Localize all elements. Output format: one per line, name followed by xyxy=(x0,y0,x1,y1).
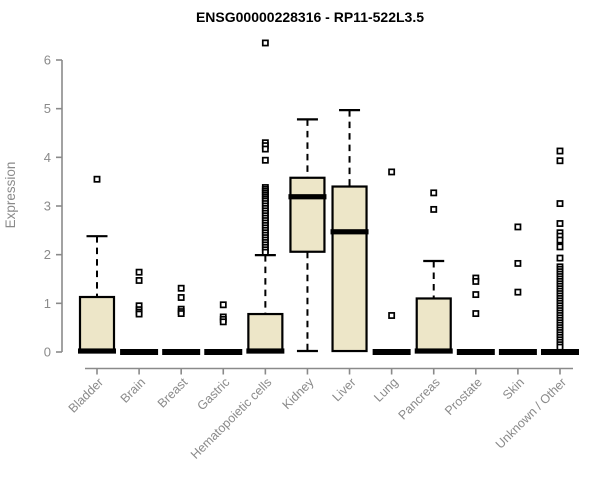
outlier-point xyxy=(556,157,564,165)
category-label: Breast xyxy=(155,375,191,411)
chart-title: ENSG00000228316 - RP11-522L3.5 xyxy=(196,9,424,25)
flat-box-median xyxy=(120,349,159,355)
outlier-point xyxy=(177,294,185,301)
outlier-point xyxy=(514,259,522,267)
category-label: Liver xyxy=(330,375,359,404)
box xyxy=(247,312,284,354)
outlier-point xyxy=(472,277,480,285)
box xyxy=(289,176,326,253)
outlier-point xyxy=(388,312,396,319)
category-label: Gastric xyxy=(194,375,232,413)
box xyxy=(78,295,116,354)
outlier-point xyxy=(556,343,564,351)
outlier-point xyxy=(556,200,564,208)
outlier-point xyxy=(177,284,185,292)
flat-box-median xyxy=(372,349,411,355)
flat-box-median xyxy=(498,349,537,355)
outlier-point xyxy=(556,236,564,244)
outlier-point xyxy=(219,318,227,326)
outlier-point xyxy=(261,145,269,153)
category-label: Skin xyxy=(500,375,527,402)
outlier-point xyxy=(556,243,564,251)
flat-box-median xyxy=(162,349,201,355)
category-label: Pancreas xyxy=(396,375,443,422)
category-label: Prostate xyxy=(442,375,485,418)
outlier-point xyxy=(135,310,143,318)
outlier-point xyxy=(177,310,185,318)
outlier-point xyxy=(261,248,269,256)
outlier-point xyxy=(514,223,522,231)
outlier-point xyxy=(472,310,480,318)
median-line xyxy=(330,229,369,235)
outlier-point xyxy=(556,147,564,155)
outlier-point xyxy=(93,175,101,183)
outlier-point xyxy=(556,220,564,227)
y-tick-label: 5 xyxy=(44,101,51,116)
box xyxy=(415,297,452,354)
median-line xyxy=(414,348,453,354)
outlier-point xyxy=(472,291,480,299)
flat-box-median xyxy=(204,349,243,355)
y-tick-label: 1 xyxy=(44,296,51,311)
box xyxy=(331,185,368,353)
category-label: Kidney xyxy=(280,375,317,412)
median-line xyxy=(246,348,285,354)
y-tick-label: 4 xyxy=(44,150,51,165)
outlier-point xyxy=(261,156,269,164)
outlier-point xyxy=(388,168,396,176)
flat-box-median xyxy=(456,349,495,355)
outlier-point xyxy=(556,254,564,262)
y-axis-label: Expression xyxy=(3,162,18,229)
y-tick-label: 3 xyxy=(44,199,51,214)
category-label: Lung xyxy=(371,375,401,405)
category-label: Hematopoietic cells xyxy=(188,375,275,462)
outlier-point xyxy=(514,288,522,296)
outlier-point xyxy=(135,277,143,284)
median-line xyxy=(288,194,327,200)
y-tick-label: 2 xyxy=(44,247,51,262)
outlier-point xyxy=(135,268,143,276)
flat-box-median xyxy=(540,349,579,355)
y-tick-label: 6 xyxy=(44,53,51,68)
y-tick-label: 0 xyxy=(44,345,51,360)
outlier-point xyxy=(261,39,269,47)
outlier-point xyxy=(219,301,227,309)
category-label: Brain xyxy=(118,375,149,406)
outlier-point xyxy=(430,205,438,213)
category-label: Bladder xyxy=(66,375,106,415)
plot-area: 0 1 2 3 4 5 6 Bladder Brain Breast GastricHematopo… xyxy=(44,39,579,462)
median-line xyxy=(78,348,116,354)
outlier-point xyxy=(430,189,438,197)
